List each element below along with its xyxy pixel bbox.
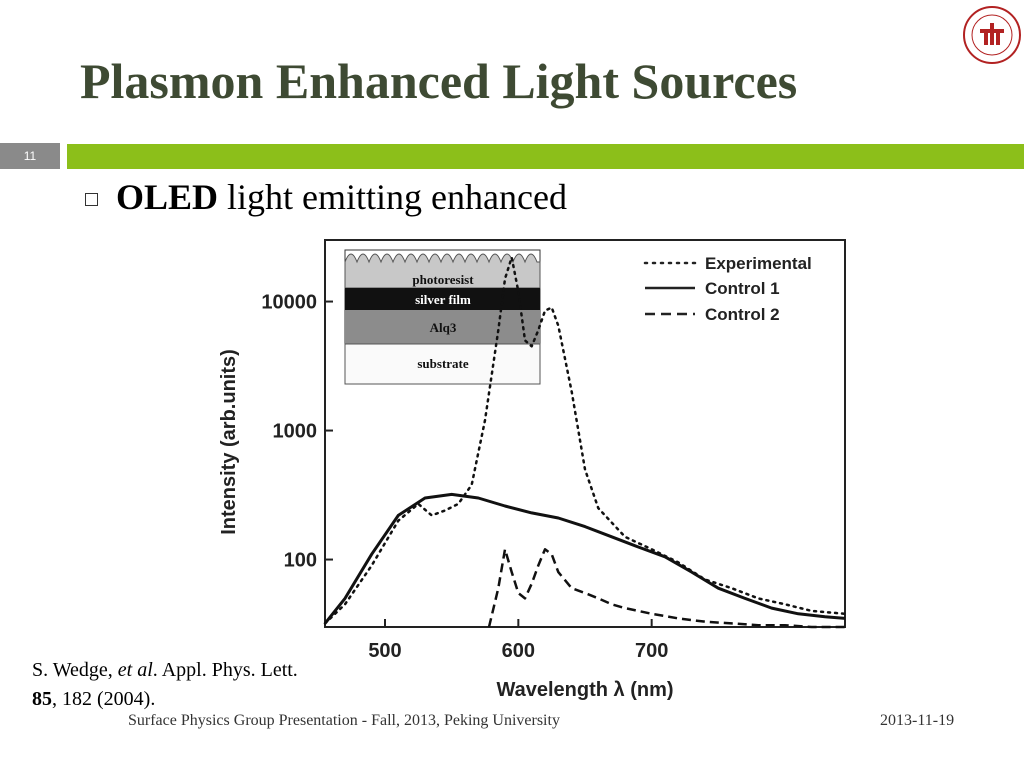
legend-label-control1: Control 1 [705, 279, 780, 298]
footer-presentation: Surface Physics Group Presentation - Fal… [128, 712, 560, 729]
y-axis-label: Intensity (arb.units) [218, 349, 240, 535]
y-tick-label: 1000 [273, 421, 318, 443]
inset-label-photoresist: photoresist [412, 272, 474, 287]
slide-title: Plasmon Enhanced Light Sources [80, 53, 798, 109]
series-group [323, 256, 847, 629]
y-tick-label: 10000 [261, 292, 317, 314]
bullet-item: OLED light emitting enhanced [116, 176, 567, 218]
x-tick-label: 600 [502, 640, 535, 662]
inset-label-silver: silver film [415, 292, 471, 307]
citation-etal: et al [117, 659, 153, 681]
series-line-control-2 [487, 548, 845, 629]
bullet-text: light emitting enhanced [218, 177, 567, 217]
legend: Experimental Control 1 Control 2 [643, 254, 812, 324]
peking-university-seal-icon [963, 6, 1021, 64]
footer-date: 2013-11-19 [880, 712, 955, 729]
series-line-control-1 [323, 492, 846, 625]
slide-number-box [0, 143, 60, 169]
bullet-square-icon [85, 193, 98, 206]
inset-label-substrate: substrate [417, 356, 469, 371]
substrate-layer [344, 343, 541, 385]
citation-authors: S. Wedge, [32, 659, 118, 681]
legend-label-experimental: Experimental [705, 254, 812, 273]
accent-bar [67, 144, 1024, 169]
citation: S. Wedge, et al. Appl. Phys. Lett. 85, 1… [32, 656, 298, 714]
x-tick-label: 500 [368, 640, 401, 662]
alq3-layer [345, 310, 540, 344]
silver-film-layer [345, 288, 540, 310]
x-axis-label: Wavelength λ (nm) [496, 679, 673, 701]
photoresist-layer [344, 253, 541, 289]
legend-label-control2: Control 2 [705, 305, 780, 324]
layer-stack-inset: photoresist silver film Alq3 substrate [344, 249, 541, 385]
inset-label-alq3: Alq3 [430, 320, 457, 335]
x-tick-label: 700 [635, 640, 668, 662]
citation-volume: 85 [32, 688, 52, 710]
axis-ticks: 500 600 700 100 1000 10000 [261, 292, 668, 662]
plot-frame [324, 239, 846, 628]
slide-number: 11 [23, 149, 37, 163]
bullet-bold: OLED [116, 177, 219, 217]
y-tick-label: 100 [284, 550, 317, 572]
spectrum-chart: photoresist silver film Alq3 substrate 5… [218, 239, 847, 701]
citation-journal: . Appl. Phys. Lett. [152, 659, 298, 681]
citation-pages: , 182 (2004). [52, 688, 156, 710]
